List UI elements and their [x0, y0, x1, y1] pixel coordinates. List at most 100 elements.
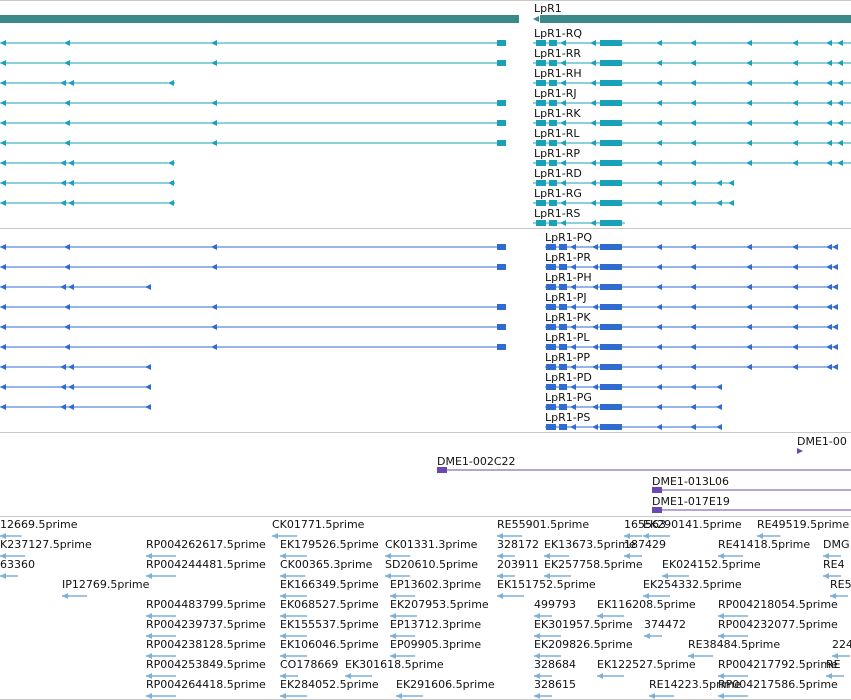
- intron-arrow-icon: [211, 344, 217, 350]
- intron-arrow-icon: [728, 200, 734, 206]
- intron-arrow-icon: [60, 384, 66, 390]
- exon-block: [559, 244, 567, 250]
- intron-arrow-icon: [656, 244, 662, 250]
- transcript-label: LpR1-RH: [534, 67, 582, 80]
- est-direction-icon: [823, 573, 829, 579]
- est-label: RP004217792.5prime: [718, 658, 838, 671]
- exon-block: [600, 220, 622, 226]
- intron-arrow-icon: [211, 40, 217, 46]
- intron-arrow-icon: [792, 140, 798, 146]
- intron-arrow-icon: [746, 304, 752, 310]
- est-direction-icon: [280, 613, 286, 619]
- intron-arrow-icon: [656, 424, 662, 430]
- intron-arrow-icon: [837, 160, 843, 166]
- exon-block: [497, 244, 506, 250]
- intron-arrow-icon: [211, 60, 217, 66]
- est-label: EP13602.3prime: [390, 578, 481, 591]
- est-direction-icon: [390, 653, 396, 659]
- intron-arrow-icon: [656, 100, 662, 106]
- exon-block: [546, 404, 556, 410]
- est-direction-icon: [146, 633, 152, 639]
- intron-arrow-icon: [64, 344, 70, 350]
- intron-arrow-icon: [590, 180, 596, 186]
- intron-arrow-icon: [560, 120, 566, 126]
- intron-arrow-icon: [656, 140, 662, 146]
- intron-arrow-icon: [168, 180, 174, 186]
- est-direction-icon: [390, 593, 396, 599]
- est-direction-icon: [688, 653, 694, 659]
- intron-arrow-icon: [145, 384, 151, 390]
- est-direction-icon: [718, 673, 724, 679]
- intron-arrow-icon: [145, 284, 151, 290]
- intron-arrow-icon: [60, 284, 66, 290]
- exon-block: [549, 120, 557, 126]
- intron-arrow-icon: [826, 304, 832, 310]
- intron-arrow-icon: [590, 200, 596, 206]
- intron-arrow-icon: [746, 40, 752, 46]
- exon-block: [546, 244, 556, 250]
- est-label: RE14223.5prime: [649, 678, 741, 691]
- est-label: EK13673.5prime: [544, 538, 636, 551]
- intron-arrow-icon: [716, 404, 722, 410]
- intron-arrow-icon: [590, 160, 596, 166]
- intron-arrow-icon: [168, 80, 174, 86]
- est-label: 187429: [624, 538, 666, 551]
- intron-arrow-icon: [656, 40, 662, 46]
- intron-arrow-icon: [68, 384, 74, 390]
- intron-arrow-icon: [792, 100, 798, 106]
- intron-arrow-icon: [832, 264, 838, 270]
- intron-arrow-icon: [690, 324, 696, 330]
- intron-arrow-icon: [656, 284, 662, 290]
- transcript-label: LpR1-RS: [534, 207, 580, 220]
- intron-arrow-icon: [656, 304, 662, 310]
- est-direction-icon: [0, 533, 6, 539]
- intron-arrow-icon: [792, 284, 798, 290]
- intron-arrow-icon: [690, 304, 696, 310]
- exon-block: [549, 160, 557, 166]
- est-label: 328684: [534, 658, 576, 671]
- transcript-label: LpR1-PJ: [545, 291, 587, 304]
- exon-block: [600, 60, 622, 66]
- transcript-label: LpR1-PL: [545, 331, 590, 344]
- exon-block: [600, 100, 622, 106]
- intron-arrow-icon: [792, 264, 798, 270]
- est-label: 12669.5prime: [0, 518, 78, 531]
- intron-arrow-icon: [656, 364, 662, 370]
- intron-arrow-icon: [826, 324, 832, 330]
- est-label: EK151752.5prime: [497, 578, 596, 591]
- intron-arrow-icon: [60, 364, 66, 370]
- exon-block: [559, 424, 567, 430]
- est-direction-icon: [62, 593, 68, 599]
- est-label: EP13712.3prime: [390, 618, 481, 631]
- intron-arrow-icon: [570, 304, 576, 310]
- exon-block: [549, 140, 557, 146]
- est-label: EK291606.5prime: [396, 678, 495, 691]
- est-direction-icon: [280, 553, 286, 559]
- intron-arrow-icon: [60, 200, 66, 206]
- intron-arrow-icon: [690, 364, 696, 370]
- est-label: 63360: [0, 558, 35, 571]
- est-direction-icon: [280, 573, 286, 579]
- intron-arrow-icon: [570, 404, 576, 410]
- exon-block: [600, 40, 622, 46]
- intron-arrow-icon: [570, 264, 576, 270]
- exon-block: [600, 284, 622, 290]
- exon-block: [559, 284, 567, 290]
- intron-arrow-icon: [211, 140, 217, 146]
- est-direction-icon: [0, 573, 6, 579]
- intron-arrow-icon: [832, 244, 838, 250]
- intron-arrow-icon: [560, 140, 566, 146]
- intron-arrow-icon: [592, 424, 598, 430]
- intron-arrow-icon: [590, 100, 596, 106]
- intron-arrow-icon: [211, 244, 217, 250]
- est-direction-icon: [534, 693, 540, 699]
- intron-arrow-icon: [64, 324, 70, 330]
- intron-arrow-icon: [570, 424, 576, 430]
- exon-block: [549, 60, 557, 66]
- intron-arrow-icon: [590, 80, 596, 86]
- intron-arrow-icon: [0, 284, 6, 290]
- intron-arrow-icon: [826, 60, 832, 66]
- intron-arrow-icon: [592, 304, 598, 310]
- exon-block: [536, 220, 546, 226]
- exon-block: [600, 80, 622, 86]
